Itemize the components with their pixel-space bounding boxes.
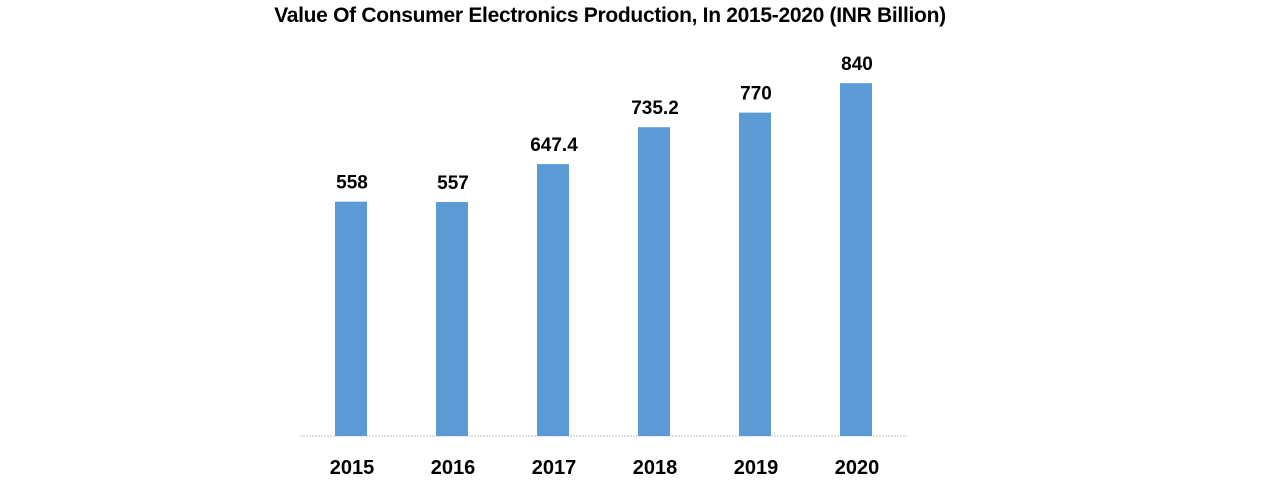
value-label-2015: 558 [336, 173, 368, 194]
value-label-2020: 840 [841, 54, 873, 75]
value-label-2016: 557 [437, 173, 469, 194]
x-tick-labels-group: 2015 2016 2017 2018 2019 2020 [330, 457, 880, 479]
value-label-2018: 735.2 [631, 98, 679, 119]
x-tick-label-2020: 2020 [835, 457, 880, 479]
x-tick-label-2018: 2018 [633, 457, 678, 479]
bar-2020 [840, 83, 872, 436]
x-tick-label-2015: 2015 [330, 457, 375, 479]
x-tick-label-2016: 2016 [431, 457, 476, 479]
bar-2018 [638, 127, 670, 436]
x-tick-label-2019: 2019 [734, 457, 779, 479]
value-label-2017: 647.4 [530, 135, 578, 156]
bar-2016 [436, 202, 468, 436]
bars-group [335, 83, 872, 437]
value-label-2019: 770 [740, 84, 772, 105]
bar-2019 [739, 112, 771, 436]
bar-2017 [537, 164, 569, 437]
x-tick-label-2017: 2017 [532, 457, 577, 479]
value-labels-group: 558 557 647.4 735.2 770 840 [336, 54, 873, 194]
bar-2015 [335, 201, 367, 436]
chart-title: Value Of Consumer Electronics Production… [274, 4, 946, 27]
